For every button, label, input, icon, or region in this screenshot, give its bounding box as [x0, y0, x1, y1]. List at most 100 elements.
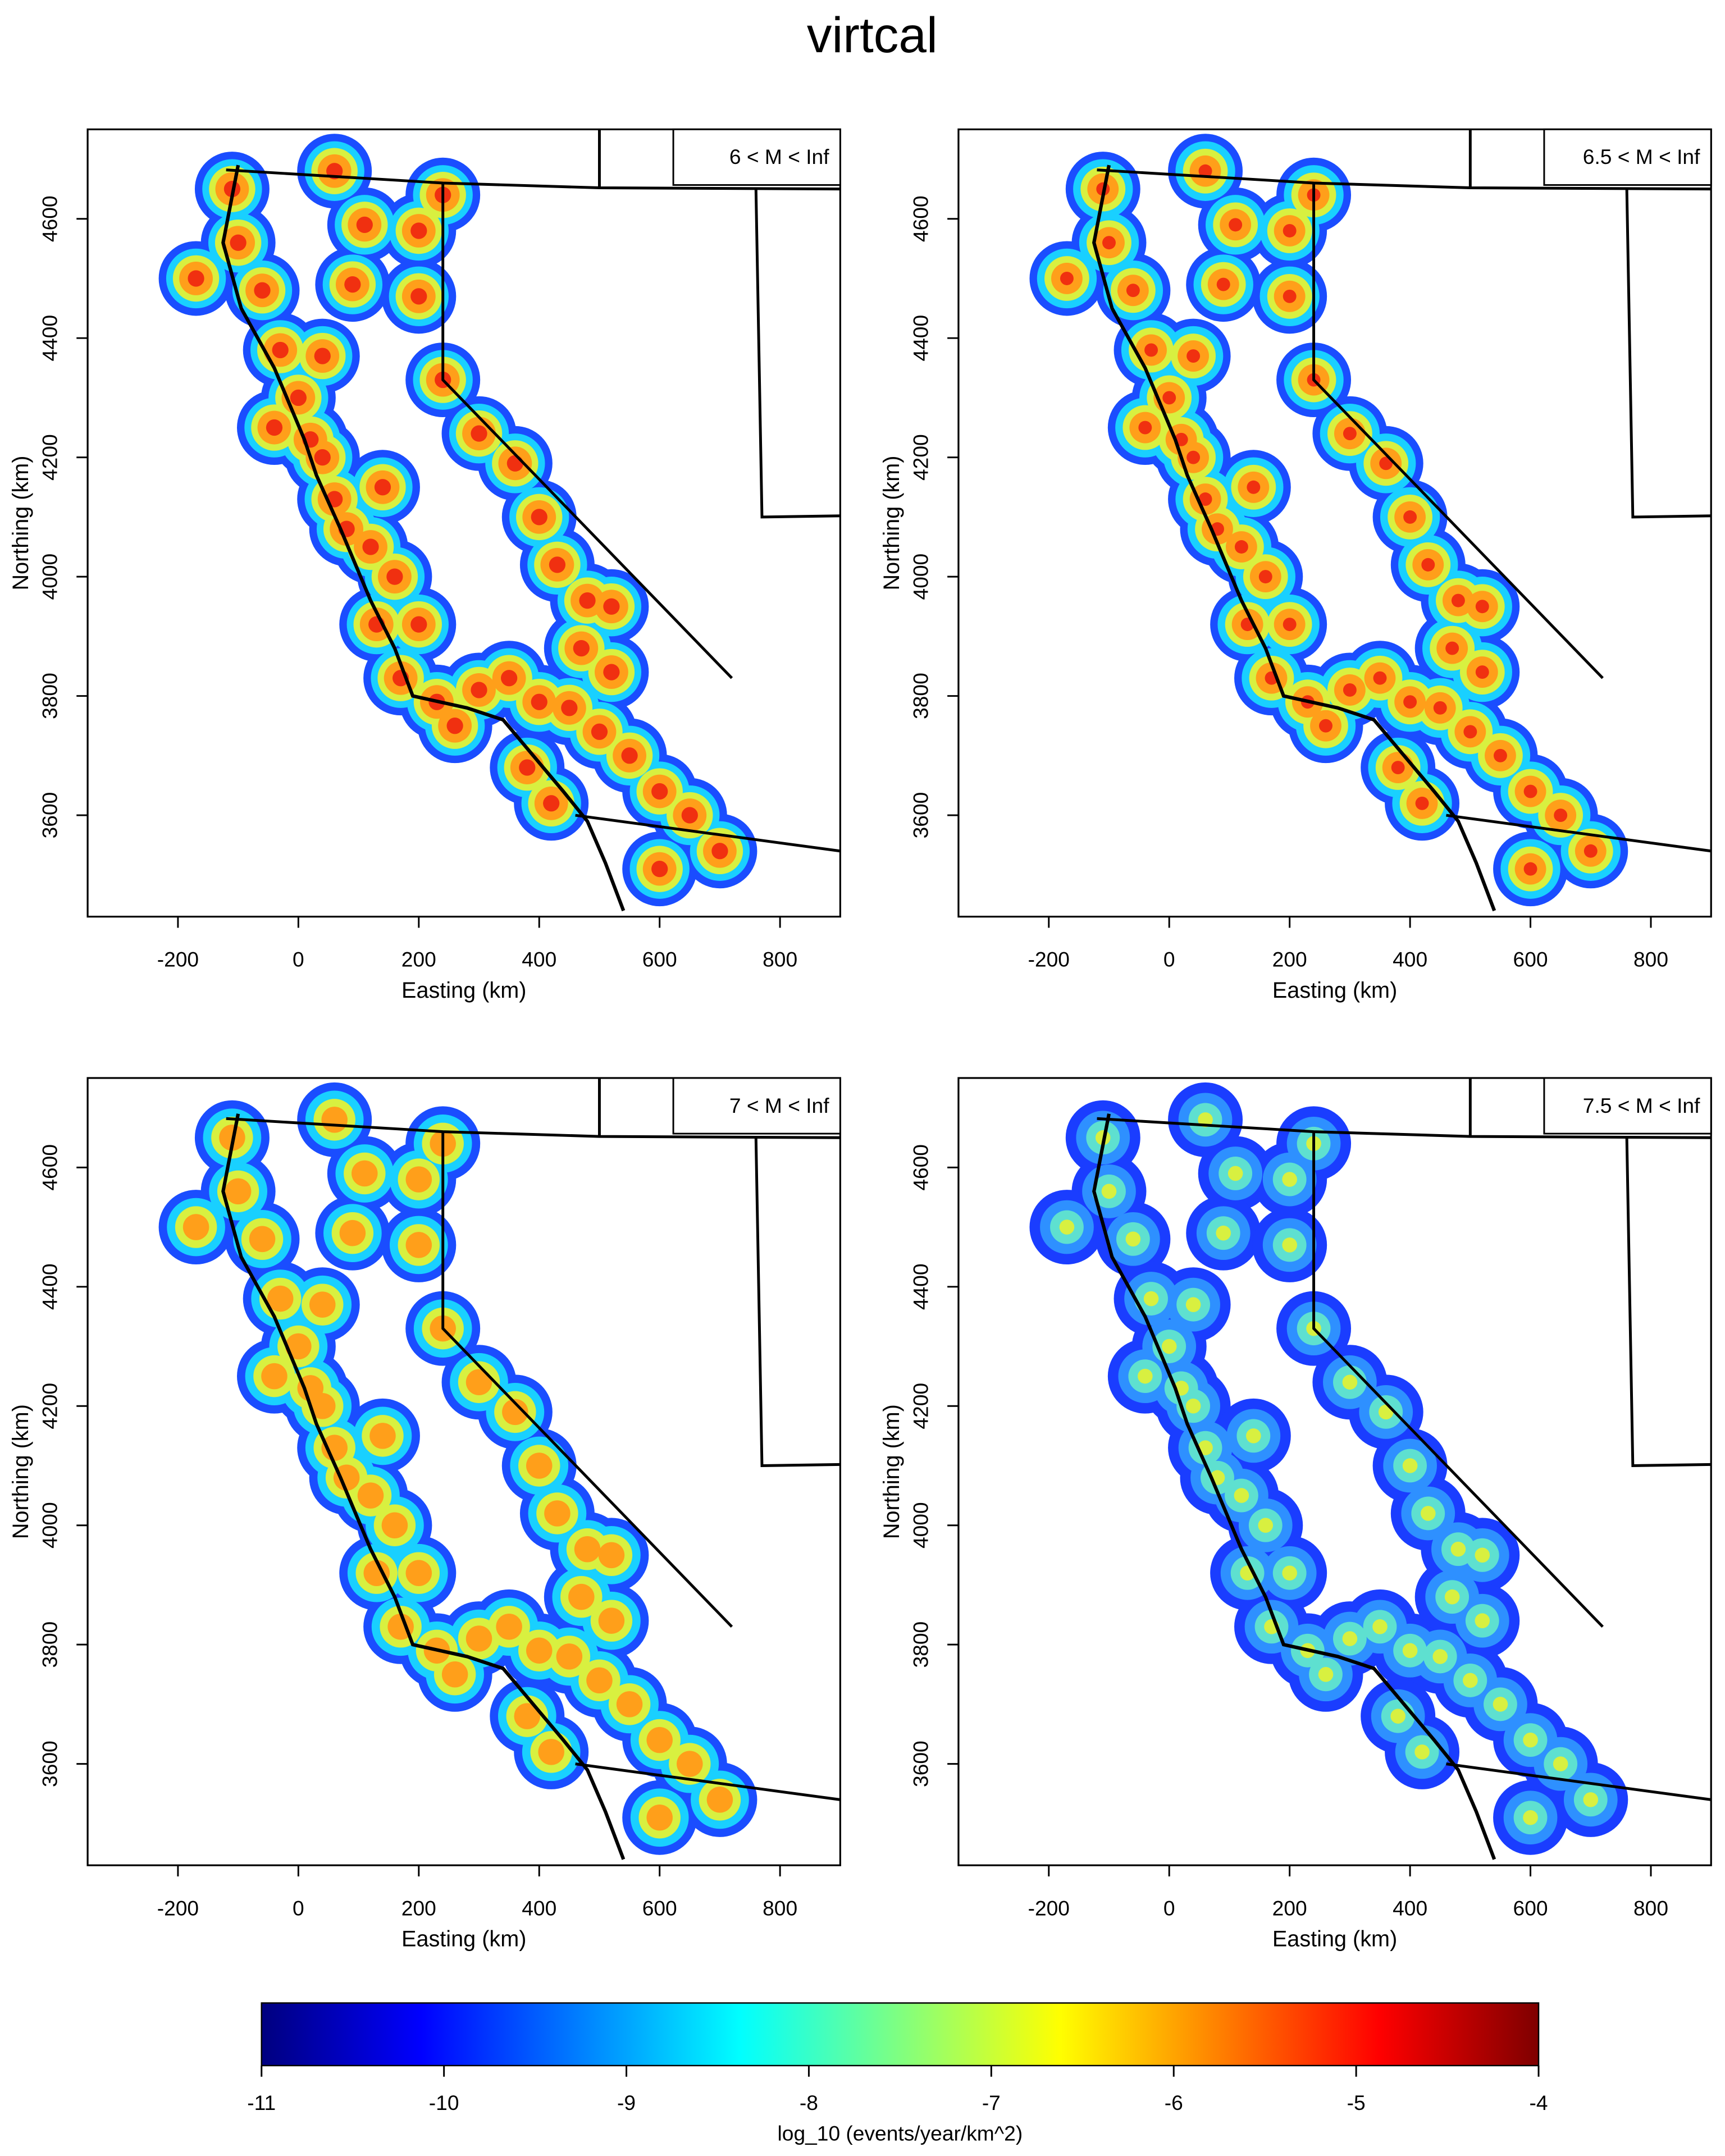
heat-blob [1451, 593, 1465, 607]
coastline [1092, 165, 1496, 912]
heat-blob [1216, 1225, 1231, 1241]
heat-blob [1216, 277, 1230, 291]
label-box [1543, 128, 1712, 186]
heat-blob [1475, 1547, 1490, 1563]
heat-blob [1185, 1398, 1201, 1414]
coastline [221, 165, 626, 912]
y-tick-label: 4400 [38, 315, 61, 362]
heat-blob [230, 234, 247, 251]
panel-label: 7 < M < Inf [729, 1094, 829, 1117]
heat-blob [290, 389, 307, 406]
x-tick-label: -200 [1028, 1896, 1070, 1920]
heat-blob [471, 425, 487, 442]
heat-blob [1379, 456, 1393, 471]
y-tick-label: 4600 [909, 195, 932, 242]
colorbar-tick-label: -11 [247, 2091, 276, 2114]
heat-blob [677, 1751, 703, 1777]
heat-blob [352, 1160, 378, 1187]
heat-blob [249, 1226, 276, 1253]
x-tick-label: 600 [1513, 1896, 1548, 1920]
heat-blob [466, 1625, 492, 1652]
heat-blob [357, 1482, 384, 1509]
heat-blob [711, 843, 728, 860]
heat-blob [1125, 1231, 1141, 1247]
heat-blob [621, 747, 638, 764]
heat-blob [1229, 218, 1243, 232]
heat-blob [531, 693, 547, 710]
x-tick-label: 0 [1163, 948, 1175, 971]
y-tick-label: 4600 [38, 1144, 61, 1191]
heat-blob [386, 568, 403, 585]
heat-blob [1420, 1506, 1436, 1521]
colorbar-tick-label: -7 [982, 2091, 1001, 2114]
heat-blob [568, 1583, 595, 1610]
heat-blob [1523, 1810, 1538, 1825]
heat-blob [1185, 1297, 1201, 1312]
y-tick-label: 4600 [909, 1144, 932, 1191]
heat-blob [1343, 427, 1357, 441]
heat-blob [405, 1560, 432, 1586]
heat-blob [381, 1512, 408, 1538]
heat-blob [506, 455, 523, 472]
heat-blob [1402, 1458, 1418, 1473]
heat-blob [1450, 1541, 1466, 1557]
heat-blob [1433, 701, 1447, 715]
map [158, 1078, 841, 1860]
y-tick-label: 4200 [38, 434, 61, 481]
border [1446, 814, 1712, 853]
heat-blob [706, 1787, 733, 1813]
y-tick-label: 4600 [38, 195, 61, 242]
heat-blob [1493, 748, 1507, 762]
y-tick-label: 3600 [38, 792, 61, 839]
heat-blob [405, 1166, 432, 1193]
heat-blob [1186, 450, 1201, 464]
border [1446, 1762, 1712, 1801]
colorbar-tick-label: -6 [1165, 2091, 1183, 2114]
y-axis-title: Northing (km) [879, 1404, 904, 1539]
border [441, 1131, 733, 1628]
colorbar-tick-label: -4 [1530, 2091, 1548, 2114]
plot-frame [86, 1077, 841, 1866]
heat-blob [344, 276, 361, 293]
heat-blob [471, 682, 487, 698]
border [1625, 1138, 1712, 1468]
colorbar [261, 2002, 1540, 2067]
heat-blob [1475, 600, 1489, 614]
map [1029, 129, 1712, 912]
heat-blob [1102, 236, 1116, 250]
heat-blob [1554, 808, 1568, 822]
heat-blob [1138, 1368, 1153, 1384]
x-tick-label: 200 [401, 1896, 436, 1920]
heat-blob [1198, 164, 1212, 178]
heat-blob [538, 1739, 564, 1765]
panel-label: 6.5 < M < Inf [1583, 145, 1700, 168]
heat-blob [1234, 540, 1248, 554]
heat-blob [321, 1107, 348, 1133]
border [1312, 183, 1604, 679]
heat-blob [1342, 1374, 1358, 1390]
plot-frame [957, 128, 1712, 918]
heat-blob [598, 1542, 625, 1569]
heat-blob [1186, 349, 1201, 363]
x-tick-label: 800 [763, 1896, 797, 1920]
heat-blob [496, 1614, 522, 1640]
label-box [672, 128, 841, 186]
x-tick-label: 0 [1163, 1896, 1175, 1920]
heat-blob [1343, 683, 1357, 697]
heat-blob [681, 807, 698, 824]
heat-blob [333, 1464, 360, 1491]
heat-blob [225, 1178, 252, 1205]
heat-blob [598, 1607, 625, 1634]
heat-blob [1101, 1184, 1117, 1199]
coastline [1092, 1113, 1496, 1860]
heat-blob [1403, 510, 1417, 524]
heat-blob [374, 479, 391, 496]
heat-blob [1493, 1697, 1508, 1712]
heat-blob [514, 1703, 541, 1729]
heat-blob [573, 640, 590, 657]
x-tick-label: 800 [1633, 1896, 1668, 1920]
heat-blob [531, 509, 547, 526]
heat-blob [556, 1643, 583, 1670]
y-tick-label: 3800 [909, 1621, 932, 1668]
